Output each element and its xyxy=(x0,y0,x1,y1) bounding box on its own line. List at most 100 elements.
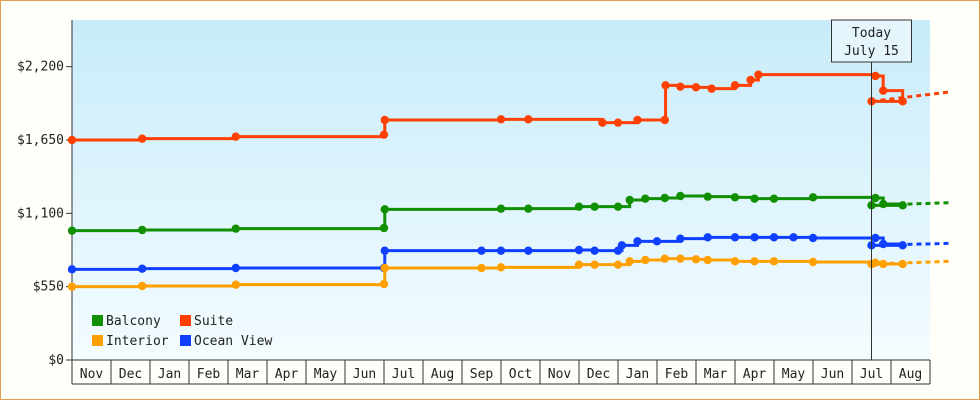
data-point[interactable] xyxy=(380,246,389,255)
data-point[interactable] xyxy=(590,260,599,269)
data-point[interactable] xyxy=(613,118,623,127)
data-point[interactable] xyxy=(746,75,755,85)
legend-item[interactable]: Suite xyxy=(180,314,233,329)
data-point[interactable] xyxy=(750,194,759,203)
data-point[interactable] xyxy=(598,118,607,127)
data-point[interactable] xyxy=(625,257,634,266)
data-point[interactable] xyxy=(750,257,759,266)
data-point[interactable] xyxy=(574,260,584,269)
legend-item[interactable]: Ocean View xyxy=(180,334,272,349)
x-tick-label: Jan xyxy=(626,367,649,382)
series-forecast-line xyxy=(871,90,950,103)
plot-background xyxy=(72,20,930,360)
data-point[interactable] xyxy=(660,254,669,263)
data-point[interactable] xyxy=(496,263,506,272)
data-point[interactable] xyxy=(613,260,623,269)
data-point[interactable] xyxy=(574,202,584,211)
legend-label: Suite xyxy=(194,314,233,329)
data-point[interactable] xyxy=(477,263,486,273)
data-point[interactable] xyxy=(879,239,888,249)
data-point[interactable] xyxy=(379,223,389,233)
data-point[interactable] xyxy=(769,194,779,203)
data-point[interactable] xyxy=(380,115,389,125)
data-point[interactable] xyxy=(750,233,759,242)
data-point[interactable] xyxy=(231,280,240,289)
data-point[interactable] xyxy=(808,233,818,243)
data-point[interactable] xyxy=(879,86,888,95)
data-point[interactable] xyxy=(231,263,240,273)
data-point[interactable] xyxy=(67,265,77,274)
data-point[interactable] xyxy=(641,194,650,203)
data-point[interactable] xyxy=(524,246,533,255)
data-point[interactable] xyxy=(641,255,650,265)
data-point[interactable] xyxy=(379,130,389,139)
data-point[interactable] xyxy=(871,233,880,243)
data-point[interactable] xyxy=(879,259,888,269)
data-point[interactable] xyxy=(633,115,642,125)
data-point[interactable] xyxy=(231,224,240,233)
data-point[interactable] xyxy=(808,193,818,202)
data-point[interactable] xyxy=(707,84,716,93)
data-point[interactable] xyxy=(879,199,888,209)
x-tick-label: Nov xyxy=(548,367,572,382)
data-point[interactable] xyxy=(496,204,506,213)
legend-item[interactable]: Interior xyxy=(92,334,169,349)
data-point[interactable] xyxy=(496,115,506,124)
data-point[interactable] xyxy=(67,226,77,235)
data-point[interactable] xyxy=(633,237,642,246)
data-point[interactable] xyxy=(676,254,685,263)
legend-swatch xyxy=(180,315,191,326)
data-point[interactable] xyxy=(691,255,701,264)
data-point[interactable] xyxy=(676,82,685,91)
data-point[interactable] xyxy=(730,81,740,90)
data-point[interactable] xyxy=(496,246,506,255)
data-point[interactable] xyxy=(660,193,669,203)
data-point[interactable] xyxy=(652,237,662,246)
data-point[interactable] xyxy=(231,132,240,141)
data-point[interactable] xyxy=(138,134,147,143)
data-point[interactable] xyxy=(380,205,389,214)
data-point[interactable] xyxy=(524,204,533,213)
data-point[interactable] xyxy=(67,282,77,291)
legend-swatch xyxy=(180,335,191,346)
data-point[interactable] xyxy=(871,193,880,203)
data-point[interactable] xyxy=(730,233,740,242)
x-tick-label: Jul xyxy=(860,367,883,382)
data-point[interactable] xyxy=(769,257,779,266)
data-point[interactable] xyxy=(676,234,685,243)
data-point[interactable] xyxy=(730,193,740,202)
data-point[interactable] xyxy=(871,71,880,81)
data-point[interactable] xyxy=(138,281,147,291)
legend-item[interactable]: Balcony xyxy=(92,314,161,329)
data-point[interactable] xyxy=(613,202,623,211)
data-point[interactable] xyxy=(898,259,907,269)
data-point[interactable] xyxy=(590,202,599,211)
data-point[interactable] xyxy=(380,263,389,273)
data-point[interactable] xyxy=(898,97,907,106)
data-point[interactable] xyxy=(574,245,584,255)
data-point[interactable] xyxy=(524,115,533,124)
data-point[interactable] xyxy=(769,233,779,242)
data-point[interactable] xyxy=(477,246,486,255)
data-point[interactable] xyxy=(617,241,627,250)
data-point[interactable] xyxy=(898,241,907,250)
data-point[interactable] xyxy=(789,233,798,242)
legend-label: Balcony xyxy=(106,314,161,329)
data-point[interactable] xyxy=(676,191,685,201)
data-point[interactable] xyxy=(730,257,740,266)
data-point[interactable] xyxy=(754,70,763,79)
data-point[interactable] xyxy=(691,83,701,92)
data-point[interactable] xyxy=(138,264,147,273)
data-point[interactable] xyxy=(898,201,907,210)
data-point[interactable] xyxy=(138,225,147,235)
data-point[interactable] xyxy=(660,115,669,125)
data-point[interactable] xyxy=(590,246,599,255)
data-point[interactable] xyxy=(625,195,634,205)
data-point[interactable] xyxy=(703,255,712,265)
data-point[interactable] xyxy=(703,233,712,242)
data-point[interactable] xyxy=(808,257,818,267)
data-point[interactable] xyxy=(661,81,670,90)
data-point[interactable] xyxy=(67,135,77,145)
data-point[interactable] xyxy=(379,279,389,289)
data-point[interactable] xyxy=(703,192,712,201)
